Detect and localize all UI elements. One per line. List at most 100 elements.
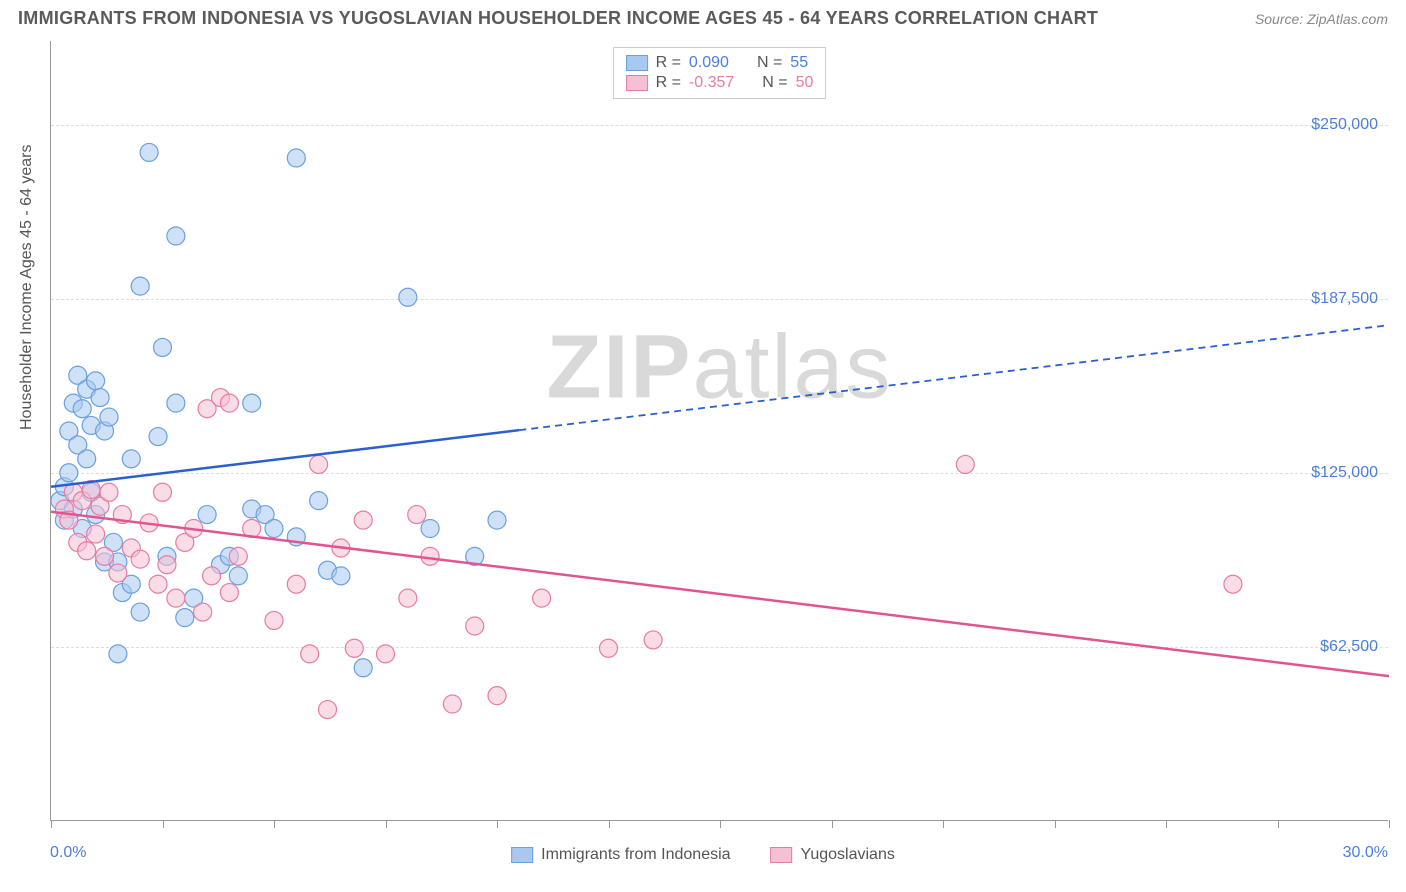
- x-tick: [1055, 820, 1056, 828]
- scatter-point: [167, 227, 185, 245]
- scatter-point: [78, 542, 96, 560]
- scatter-point: [167, 394, 185, 412]
- legend-item-1: Immigrants from Indonesia: [511, 846, 730, 864]
- scatter-point: [78, 450, 96, 468]
- scatter-point: [466, 617, 484, 635]
- scatter-point: [265, 611, 283, 629]
- scatter-point: [60, 464, 78, 482]
- scatter-point: [399, 288, 417, 306]
- scatter-point: [488, 687, 506, 705]
- scatter-point: [287, 149, 305, 167]
- x-tick: [51, 820, 52, 828]
- scatter-point: [1224, 575, 1242, 593]
- n-value-2: 50: [796, 74, 814, 92]
- x-tick: [274, 820, 275, 828]
- scatter-point: [87, 372, 105, 390]
- legend-stats: R = 0.090 N = 55 R = -0.357 N = 50: [613, 47, 827, 99]
- chart-title: IMMIGRANTS FROM INDONESIA VS YUGOSLAVIAN…: [18, 8, 1098, 29]
- x-tick: [497, 820, 498, 828]
- legend-stats-row-1: R = 0.090 N = 55: [626, 54, 814, 72]
- scatter-point: [91, 389, 109, 407]
- scatter-point: [122, 450, 140, 468]
- swatch-bottom-2: [771, 847, 793, 863]
- scatter-point: [158, 556, 176, 574]
- scatter-point: [956, 455, 974, 473]
- chart-plot-area: ZIPatlas R = 0.090 N = 55 R = -0.357 N =…: [50, 41, 1388, 821]
- n-label-2: N =: [762, 74, 787, 92]
- r-label-1: R =: [656, 54, 681, 72]
- scatter-point: [354, 511, 372, 529]
- scatter-point: [265, 520, 283, 538]
- scatter-point: [310, 455, 328, 473]
- scatter-point: [644, 631, 662, 649]
- scatter-point: [220, 394, 238, 412]
- n-label-1: N =: [757, 54, 782, 72]
- scatter-point: [488, 511, 506, 529]
- x-tick: [609, 820, 610, 828]
- scatter-point: [87, 525, 105, 543]
- scatter-point: [100, 483, 118, 501]
- x-tick: [1166, 820, 1167, 828]
- scatter-point: [194, 603, 212, 621]
- chart-header: IMMIGRANTS FROM INDONESIA VS YUGOSLAVIAN…: [0, 0, 1406, 35]
- r-label-2: R =: [656, 74, 681, 92]
- scatter-point: [109, 564, 127, 582]
- scatter-point: [140, 143, 158, 161]
- x-tick: [1389, 820, 1390, 828]
- legend-item-2: Yugoslavians: [771, 846, 895, 864]
- y-axis-label: Householder Income Ages 45 - 64 years: [18, 145, 36, 431]
- scatter-point: [229, 547, 247, 565]
- r-value-1: 0.090: [689, 54, 729, 72]
- scatter-point: [100, 408, 118, 426]
- x-tick: [163, 820, 164, 828]
- scatter-point: [149, 428, 167, 446]
- legend-bottom: Immigrants from Indonesia Yugoslavians: [511, 846, 895, 864]
- x-axis-end-label: 30.0%: [1343, 844, 1388, 862]
- trend-line-dashed: [519, 325, 1389, 430]
- x-tick: [720, 820, 721, 828]
- legend-label-2: Yugoslavians: [801, 846, 895, 864]
- scatter-point: [154, 483, 172, 501]
- scatter-point: [421, 520, 439, 538]
- scatter-point: [176, 609, 194, 627]
- n-value-1: 55: [790, 54, 808, 72]
- legend-stats-row-2: R = -0.357 N = 50: [626, 74, 814, 92]
- scatter-point: [198, 506, 216, 524]
- r-value-2: -0.357: [689, 74, 734, 92]
- scatter-point: [131, 603, 149, 621]
- scatter-point: [287, 575, 305, 593]
- swatch-bottom-1: [511, 847, 533, 863]
- scatter-point: [73, 400, 91, 418]
- legend-label-1: Immigrants from Indonesia: [541, 846, 730, 864]
- scatter-point: [220, 584, 238, 602]
- trend-line-solid: [51, 512, 1389, 676]
- source-label: Source:: [1255, 11, 1307, 27]
- swatch-series-2: [626, 75, 648, 91]
- scatter-point: [399, 589, 417, 607]
- x-tick: [832, 820, 833, 828]
- scatter-point: [319, 701, 337, 719]
- scatter-point: [377, 645, 395, 663]
- scatter-point: [167, 589, 185, 607]
- scatter-point: [243, 394, 261, 412]
- x-axis-start-label: 0.0%: [50, 844, 86, 862]
- x-tick: [1278, 820, 1279, 828]
- swatch-series-1: [626, 55, 648, 71]
- scatter-point: [533, 589, 551, 607]
- scatter-point: [345, 639, 363, 657]
- scatter-point: [109, 645, 127, 663]
- scatter-point: [154, 338, 172, 356]
- scatter-svg: [51, 41, 1389, 821]
- scatter-point: [131, 550, 149, 568]
- scatter-point: [131, 277, 149, 295]
- scatter-point: [600, 639, 618, 657]
- chart-source: Source: ZipAtlas.com: [1255, 11, 1388, 27]
- scatter-point: [310, 492, 328, 510]
- scatter-point: [203, 567, 221, 585]
- scatter-point: [149, 575, 167, 593]
- x-tick: [386, 820, 387, 828]
- scatter-point: [96, 547, 114, 565]
- scatter-point: [301, 645, 319, 663]
- scatter-point: [408, 506, 426, 524]
- source-name: ZipAtlas.com: [1307, 11, 1388, 27]
